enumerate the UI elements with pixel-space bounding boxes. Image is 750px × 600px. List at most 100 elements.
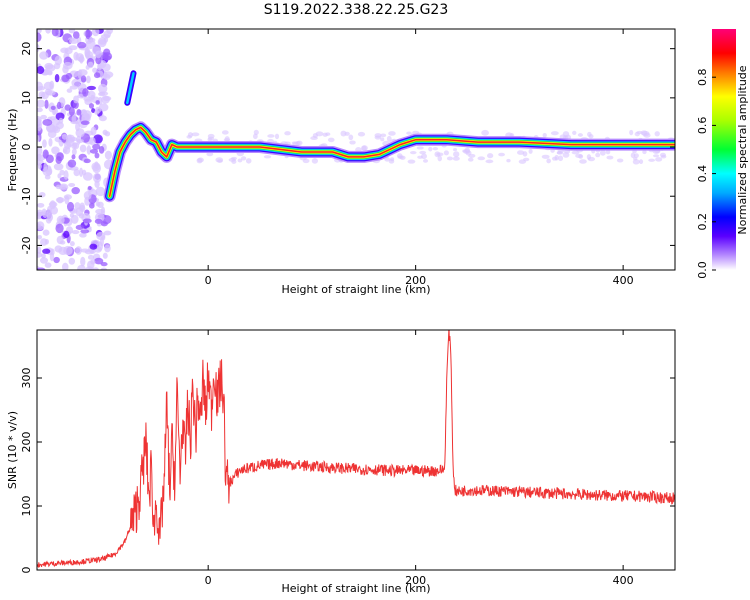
halo-blob: [191, 132, 200, 137]
noise-blob: [60, 47, 69, 54]
halo-blob: [633, 157, 638, 161]
spectrogram-y-ticks: -20 -10 0 10 20: [20, 42, 675, 254]
noise-blob: [55, 197, 65, 203]
colorbar-tick-label: 0.4: [696, 165, 709, 183]
x-tick-label: 200: [405, 574, 426, 587]
halo-blob: [660, 152, 666, 158]
noise-blob: [63, 170, 69, 180]
noise-blob: [80, 109, 88, 118]
halo-blob: [542, 133, 547, 138]
noise-blob: [103, 71, 114, 78]
noise-blob: [92, 67, 98, 73]
halo-blob: [252, 133, 258, 140]
halo-blob: [322, 132, 328, 137]
noise-blob: [100, 34, 111, 39]
noise-blob: [93, 172, 102, 183]
y-tick-label: 0: [20, 144, 33, 151]
noise-blob: [71, 114, 77, 124]
spur-band-core: [126, 72, 135, 105]
noise-blob: [84, 47, 91, 58]
noise-blob: [37, 146, 43, 156]
halo-blob: [642, 149, 647, 155]
snr-background: [37, 330, 675, 570]
noise-blob: [41, 253, 46, 259]
noise-blob: [94, 110, 100, 115]
halo-blob: [452, 156, 460, 161]
spectrogram-frame: [36, 28, 676, 271]
colorbar-gradient: [712, 29, 736, 270]
noise-blob: [88, 103, 95, 109]
halo-blob: [380, 137, 385, 142]
noise-blob: [42, 210, 49, 219]
noise-blob: [37, 66, 45, 75]
halo-blob: [361, 145, 368, 151]
halo-blob: [240, 156, 247, 161]
noise-blob: [37, 223, 42, 229]
noise-blob: [55, 223, 64, 234]
noise-blob: [98, 39, 107, 45]
halo-blob: [638, 159, 644, 165]
halo-blob: [606, 155, 614, 160]
noise-blob: [54, 55, 62, 66]
x-tick-label: 400: [613, 274, 634, 287]
noise-blob: [37, 85, 46, 91]
colorbar-tick-label: 0.6: [696, 117, 709, 134]
y-tick-label: 10: [20, 91, 33, 105]
noise-blob: [82, 218, 92, 224]
halo-blob: [416, 146, 424, 150]
noise-blob: [68, 29, 76, 34]
halo-blob: [407, 159, 416, 164]
halo-blob: [446, 156, 454, 161]
noise-blob: [91, 29, 100, 37]
noise-blob: [42, 229, 50, 236]
halo-blob: [206, 151, 214, 157]
y-tick-label: 300: [20, 368, 33, 389]
halo-blob: [477, 156, 486, 161]
noise-blob: [102, 129, 108, 136]
halo-blob: [586, 154, 592, 160]
noise-blob: [101, 235, 106, 241]
halo-blob: [437, 155, 443, 162]
noise-blob: [73, 95, 79, 104]
halo-blob: [421, 153, 427, 160]
halo-blob: [550, 131, 559, 136]
noise-blob: [54, 245, 63, 253]
noise-blob: [56, 235, 64, 245]
halo-blob: [634, 131, 640, 137]
noise-blob: [79, 144, 87, 153]
halo-blob: [487, 153, 494, 159]
halo-blob: [654, 131, 660, 137]
halo-blob: [462, 149, 468, 153]
noise-blob: [65, 72, 73, 80]
noise-blob: [37, 43, 40, 53]
noise-blob: [100, 267, 108, 270]
noise-blob: [37, 99, 46, 108]
snr-frame: [36, 329, 676, 571]
noise-blob: [100, 261, 108, 267]
y-tick-label: 20: [20, 42, 33, 56]
halo-blob: [388, 159, 395, 164]
colorbar-label: Normalized spectral amplitude: [736, 65, 749, 234]
noise-blob: [71, 230, 80, 235]
noise-blob: [93, 72, 101, 79]
halo-blob: [419, 150, 427, 155]
halo-blob: [186, 135, 192, 139]
noise-blob: [37, 134, 40, 143]
halo-blob: [340, 130, 347, 137]
noise-blob: [90, 126, 97, 136]
halo-blob: [552, 156, 558, 161]
noise-blob: [66, 201, 75, 212]
halo-blob: [357, 131, 366, 137]
halo-blob: [410, 151, 417, 155]
halo-blob: [498, 152, 505, 157]
noise-blob: [53, 256, 60, 264]
noise-blob: [89, 137, 96, 146]
noise-blob: [86, 145, 92, 155]
halo-blob: [579, 159, 587, 164]
noise-blob: [50, 105, 56, 110]
noise-blob: [40, 238, 48, 246]
halo-blob: [633, 153, 639, 159]
noise-blob: [98, 103, 109, 112]
noise-blob: [71, 154, 76, 160]
halo-blob: [386, 135, 392, 142]
